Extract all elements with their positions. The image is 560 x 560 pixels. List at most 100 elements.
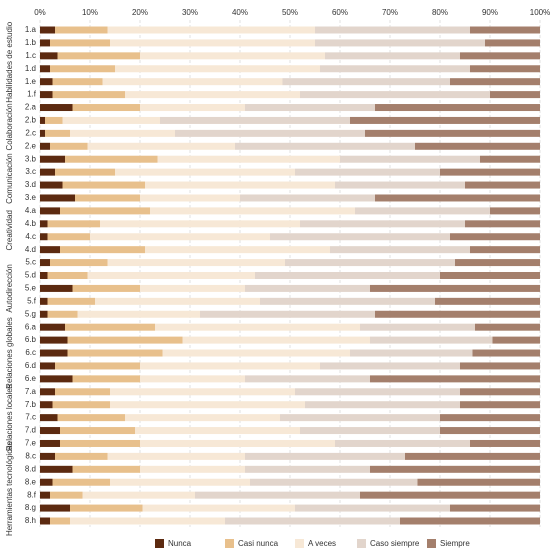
bar-segment (325, 52, 460, 60)
bar-segment (470, 65, 540, 73)
bar-segment (125, 91, 300, 99)
y-tick-label: 2.a (25, 103, 37, 112)
x-tick-label: 50% (282, 8, 298, 17)
y-tick-label: 4.b (25, 219, 37, 228)
bar-segment (182, 336, 370, 344)
bar-segment (465, 220, 540, 228)
bar-segment (295, 504, 450, 512)
bar-segment (330, 246, 470, 254)
bar-segment (250, 478, 418, 486)
bar-segment (40, 478, 53, 486)
y-tick-label: 3.c (25, 167, 36, 176)
bar-segment (60, 427, 135, 435)
bar-segment (145, 246, 330, 254)
bar-segment (70, 129, 175, 137)
bar-segment (280, 414, 440, 422)
bar-segment (370, 336, 493, 344)
bar-segment (320, 362, 460, 370)
group-label: Relaciones locales (5, 384, 14, 451)
x-tick-label: 60% (332, 8, 348, 17)
bar-segment (245, 375, 370, 383)
y-tick-label: 2.c (25, 128, 36, 137)
bar-segment (115, 65, 320, 73)
bar-segment (282, 78, 450, 86)
bar-segment (107, 26, 315, 34)
y-tick-label: 6.e (25, 374, 37, 383)
bar-segment (255, 272, 440, 279)
bar-segment (175, 129, 365, 137)
legend-label: Caso siempre (370, 539, 420, 548)
bar-segment (40, 194, 75, 202)
bar-segment (450, 504, 540, 512)
bar-segment (200, 310, 375, 318)
bar-segment (155, 323, 360, 331)
y-tick-label: 1.f (27, 90, 37, 99)
bar-segment (245, 452, 405, 460)
bar-segment (40, 310, 48, 318)
x-tick-label: 100% (530, 8, 550, 17)
x-tick-label: 80% (432, 8, 448, 17)
y-tick-label: 2.e (25, 141, 37, 150)
x-tick-label: 70% (382, 8, 398, 17)
bar-segment (285, 259, 455, 267)
bar-segment (75, 194, 140, 202)
bar-segment (315, 39, 485, 47)
bar-segment (65, 155, 158, 163)
bar-segment (485, 39, 540, 47)
bar-segment (95, 297, 260, 305)
bar-segment (57, 414, 125, 422)
group-label: Herramientas tecnológicas (5, 441, 14, 536)
y-tick-label: 1.d (25, 64, 36, 73)
bar-segment (335, 181, 465, 189)
bar-segment (40, 207, 60, 215)
bar-segment (375, 310, 540, 318)
bar-segment (140, 439, 335, 447)
y-tick-label: 7.b (25, 400, 37, 409)
bar-segment (40, 181, 63, 189)
group-label: Colaboración (5, 103, 14, 150)
y-tick-label: 8.g (25, 503, 36, 512)
bar-segment (40, 220, 48, 228)
group-label: Creatividad (5, 210, 14, 250)
bar-segment (260, 297, 435, 305)
bar-segment (57, 52, 140, 60)
y-tick-label: 8.f (27, 490, 37, 499)
group-label: Habilidades de estudio (5, 21, 14, 102)
bar-segment (300, 220, 465, 228)
bar-segment (110, 478, 250, 486)
bar-segment (40, 349, 68, 357)
bar-segment (135, 427, 300, 435)
bar-segment (375, 194, 540, 202)
bar-segment (335, 439, 470, 447)
y-tick-label: 3.b (25, 154, 37, 163)
bar-segment (360, 491, 540, 499)
bar-segment (140, 465, 245, 473)
bar-segment (125, 414, 280, 422)
bar-segment (47, 272, 88, 279)
y-tick-label: 5.e (25, 284, 37, 293)
bar-segment (435, 297, 540, 305)
bar-segment (142, 504, 295, 512)
bar-segment (40, 323, 65, 331)
bar-segment (55, 26, 108, 34)
y-tick-label: 8.d (25, 464, 36, 473)
bar-segment (52, 478, 110, 486)
bar-segment (40, 414, 58, 422)
y-tick-label: 3.d (25, 180, 36, 189)
legend-swatch (295, 539, 304, 548)
bar-segment (440, 414, 540, 422)
bar-segment (50, 259, 108, 267)
bar-segment (320, 65, 470, 73)
bar-segment (40, 336, 68, 344)
bar-segment (102, 78, 283, 86)
y-tick-label: 7.c (25, 413, 36, 422)
bar-segment (40, 142, 50, 150)
bar-segment (40, 65, 50, 73)
bar-segment (245, 104, 375, 112)
bar-segment (300, 427, 440, 435)
y-tick-label: 8.e (25, 477, 37, 486)
bar-segment (400, 517, 540, 525)
y-tick-label: 2.b (25, 116, 37, 125)
bar-segment (55, 452, 108, 460)
bar-segment (40, 104, 73, 112)
